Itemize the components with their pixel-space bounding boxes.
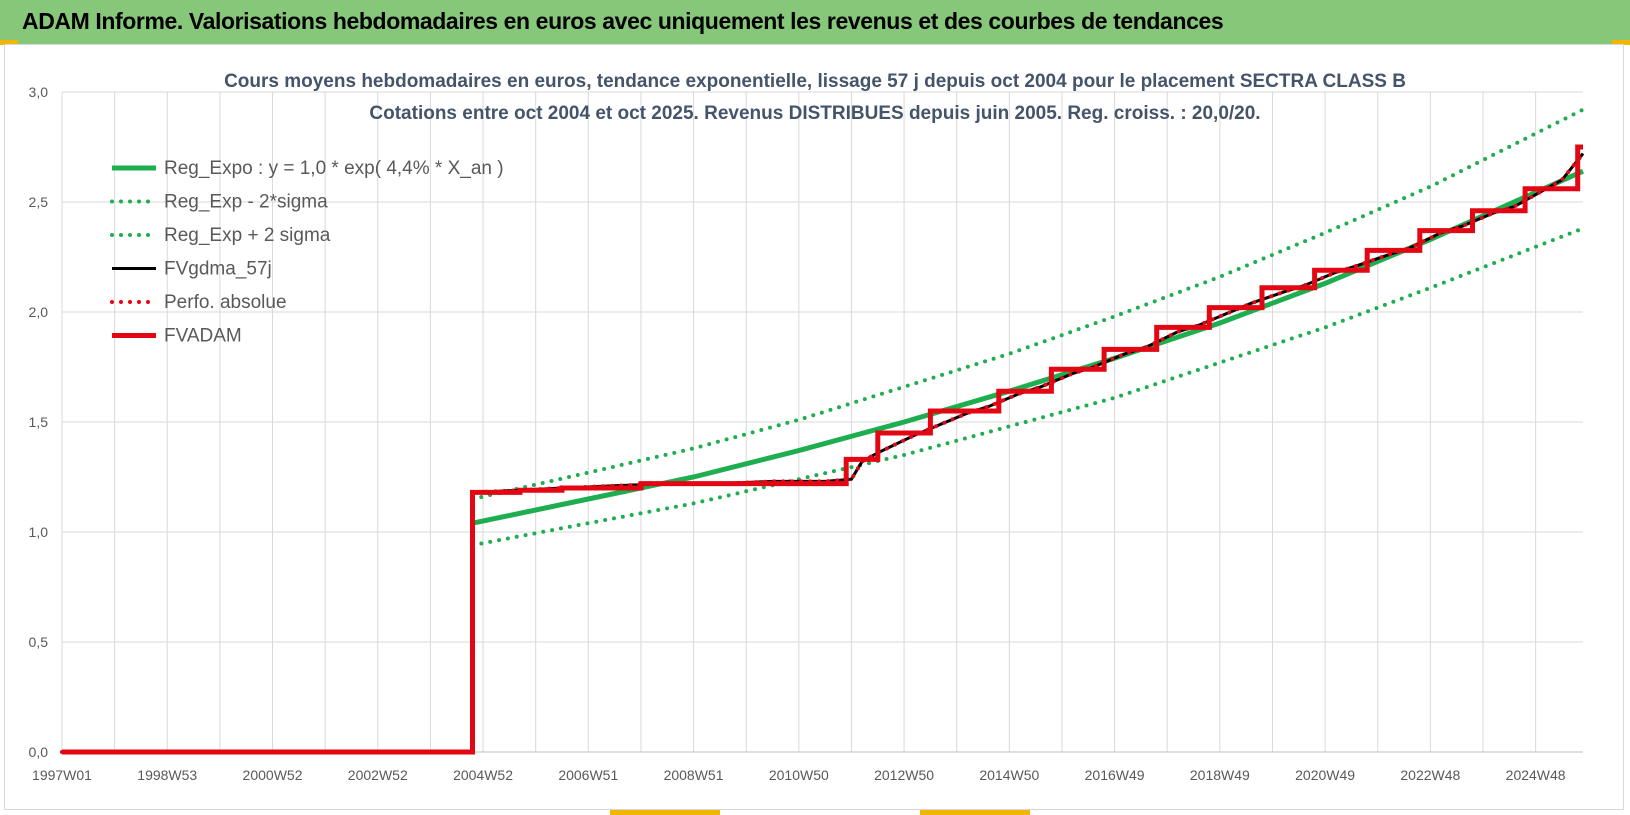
- y-tick-label: 3,0: [29, 84, 49, 100]
- x-tick-label: 2022W48: [1400, 767, 1460, 783]
- x-tick-label: 2002W52: [348, 767, 408, 783]
- legend-entry: Reg_Exp + 2 sigma: [164, 225, 331, 246]
- legend: Reg_Expo : y = 1,0 * exp( 4,4% * X_an ) R…: [110, 158, 504, 347]
- x-tick-label: 2004W52: [453, 767, 513, 783]
- x-tick-label: 2000W52: [243, 767, 303, 783]
- legend-entry: FVADAM: [164, 326, 242, 347]
- corner-accent-left: [0, 40, 18, 45]
- series-layer: [60, 107, 1585, 755]
- x-tick-label: 2006W51: [558, 767, 618, 783]
- corner-accent-right: [1612, 40, 1630, 45]
- chart-title: Cours moyens hebdomadaires en euros, ten…: [224, 71, 1406, 124]
- legend-entry: Perfo. absolue: [164, 292, 287, 313]
- bottom-accent-right: [920, 810, 1030, 815]
- x-tick-label: 2018W49: [1190, 767, 1250, 783]
- y-tick-label: 1,5: [29, 414, 49, 430]
- x-tick-label: 1997W01: [32, 767, 92, 783]
- page-title: ADAM Informe. Valorisations hebdomadaire…: [22, 8, 1224, 34]
- chart-frame: [4, 44, 1624, 810]
- x-tick-label: 2014W50: [979, 767, 1039, 783]
- series-line-2: [470, 107, 1585, 501]
- chart-title-line-2: Cotations entre oct 2004 et oct 2025. Re…: [369, 103, 1260, 124]
- x-tick-label: 2008W51: [664, 767, 724, 783]
- axis-layer: 0,0 0,5 1,0 1,5 2,0 2,5 3,0 1997W01 1998W53 2000W…: [29, 84, 1583, 783]
- y-tick-label: 0,0: [29, 744, 49, 760]
- y-tick-label: 1,0: [29, 524, 49, 540]
- x-tick-label: 2012W50: [874, 767, 934, 783]
- legend-entry: Reg_Exp - 2*sigma: [164, 192, 328, 213]
- chart-title-line-1: Cours moyens hebdomadaires en euros, ten…: [224, 71, 1406, 92]
- series-line-1: [470, 226, 1585, 548]
- y-tick-label: 2,0: [29, 304, 49, 320]
- legend-entry: Reg_Expo : y = 1,0 * exp( 4,4% * X_an ): [164, 158, 504, 179]
- x-tick-label: 2020W49: [1295, 767, 1355, 783]
- header-banner: ADAM Informe. Valorisations hebdomadaire…: [0, 0, 1630, 44]
- x-tick-label: 2010W50: [769, 767, 829, 783]
- legend-entry: FVgdma_57j: [164, 259, 272, 280]
- x-tick-label: 2024W48: [1506, 767, 1566, 783]
- y-tick-label: 0,5: [29, 634, 49, 650]
- bottom-accent-left: [610, 810, 720, 815]
- series-line-5: [62, 144, 1583, 755]
- x-tick-label: 1998W53: [137, 767, 197, 783]
- x-tick-label: 2016W49: [1085, 767, 1145, 783]
- y-tick-label: 2,5: [29, 194, 49, 210]
